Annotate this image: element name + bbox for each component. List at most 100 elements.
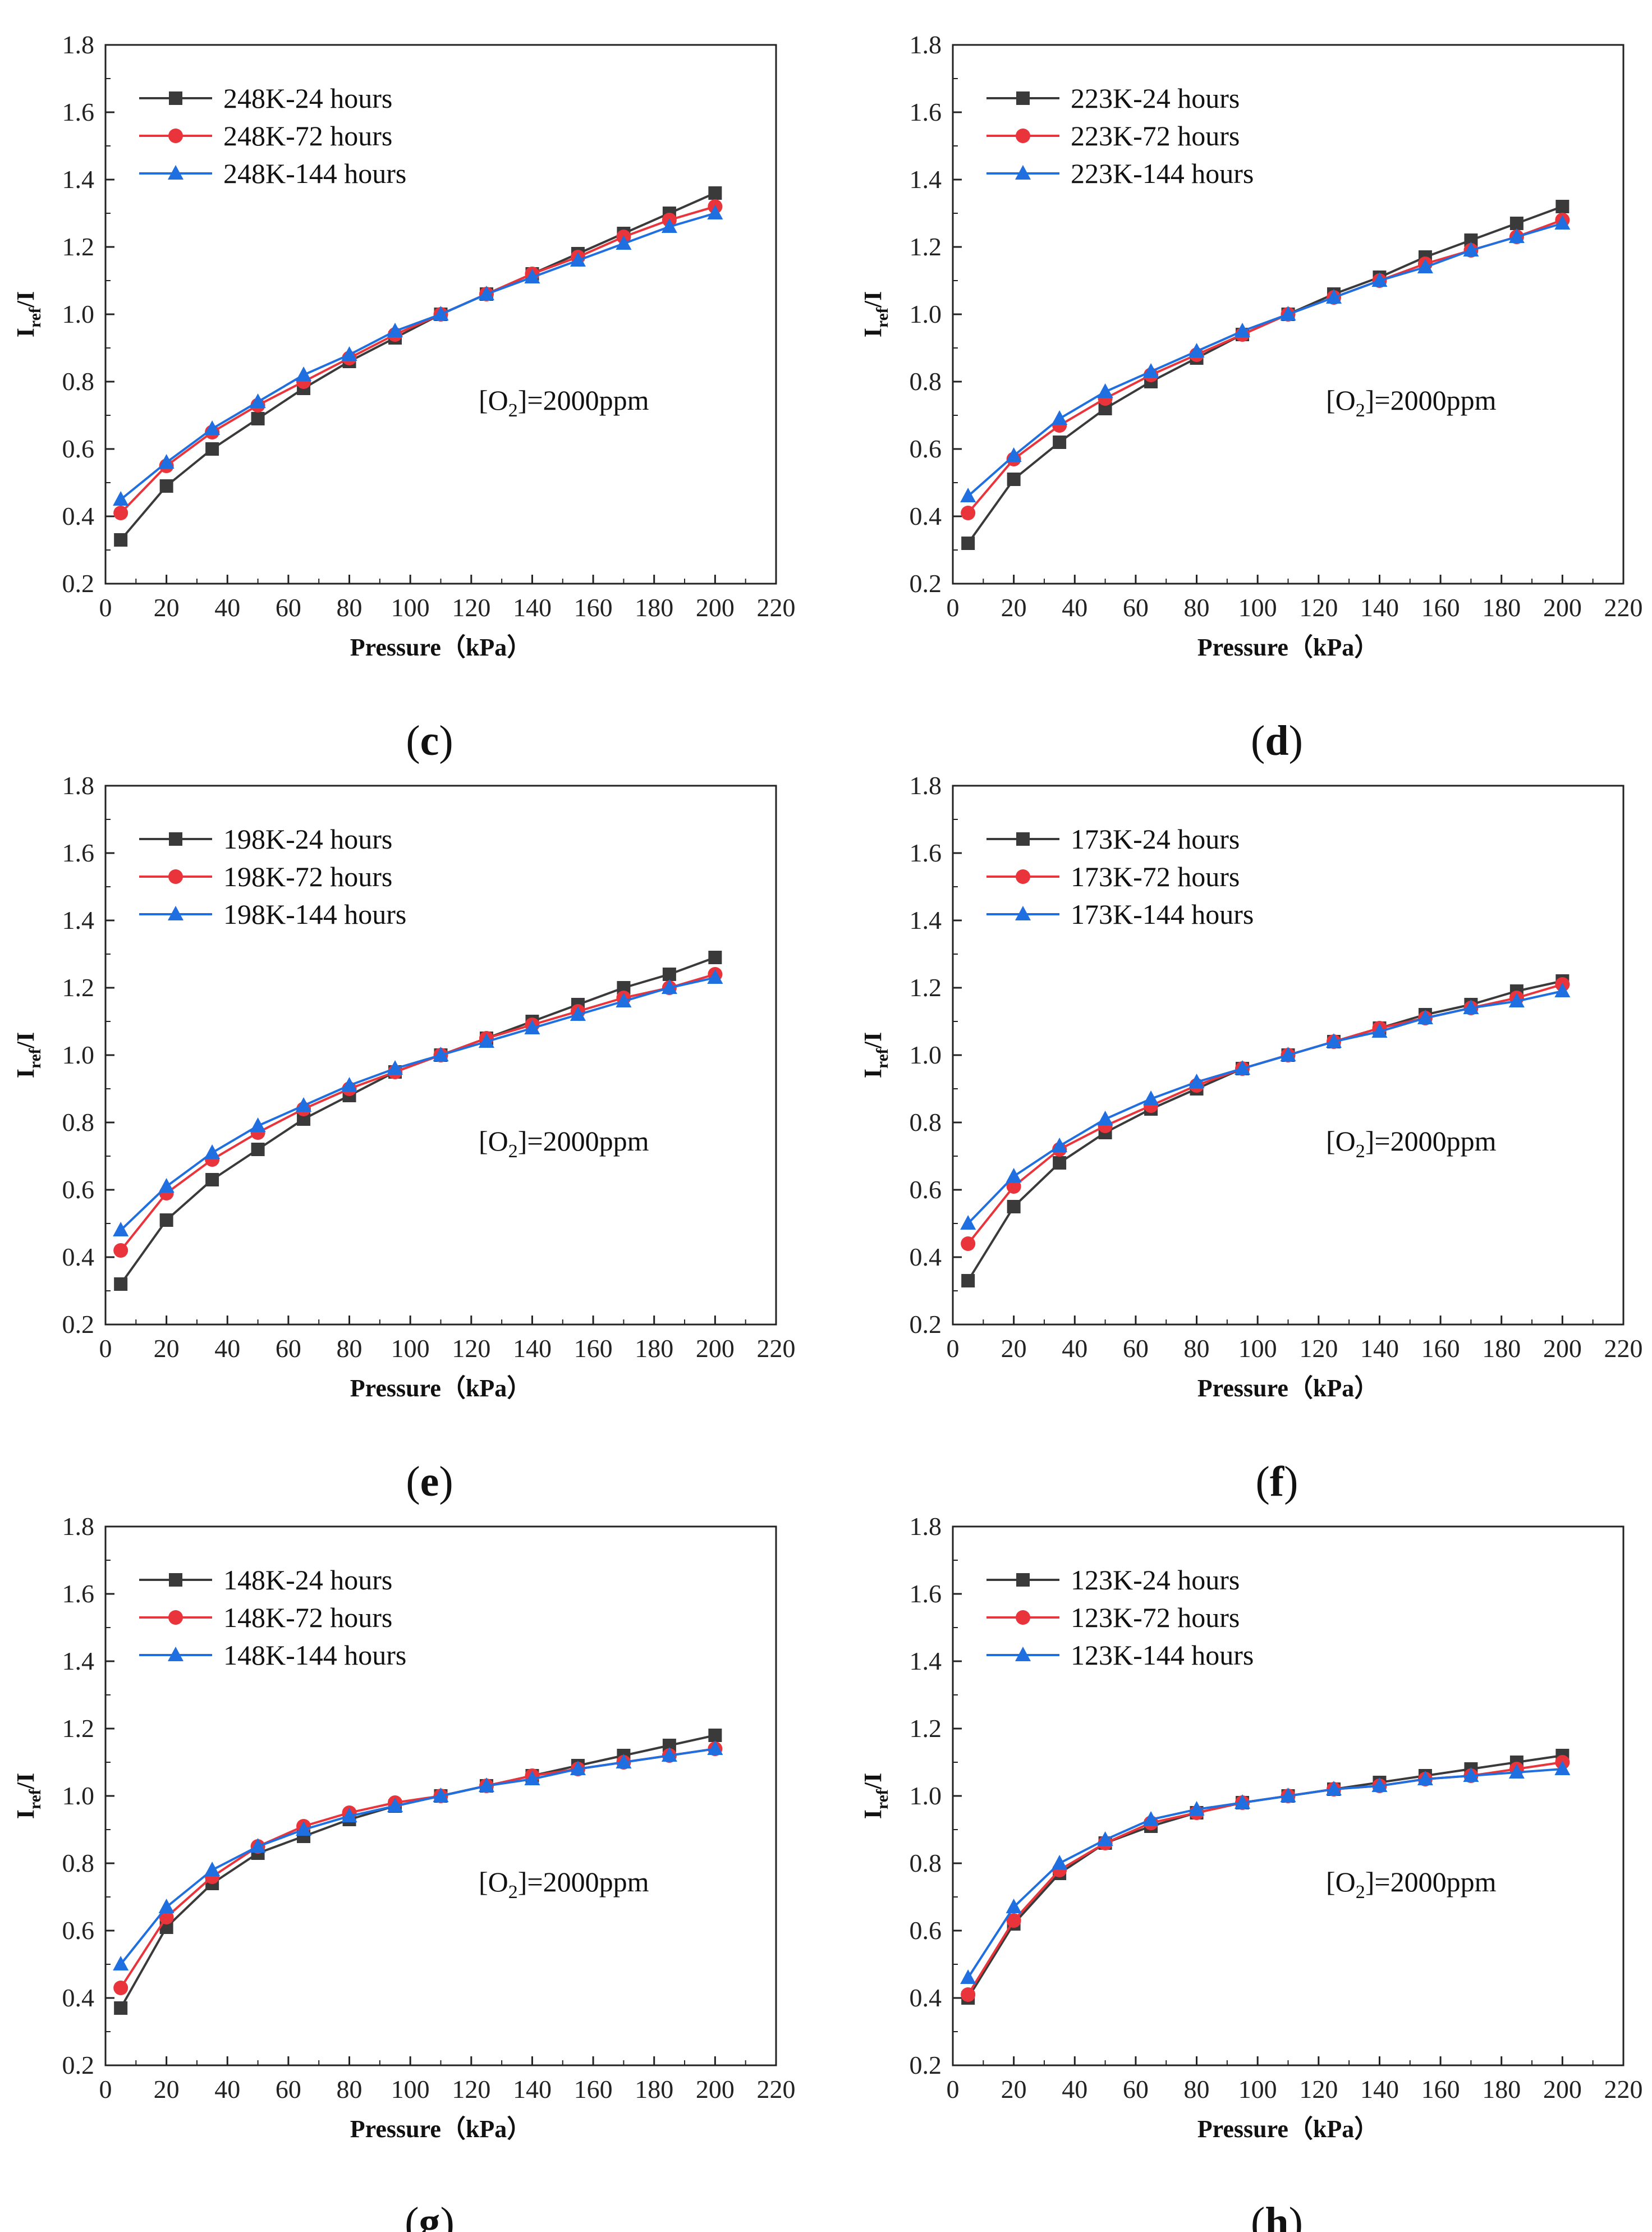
legend-marker — [1016, 1573, 1030, 1587]
y-tick-label: 1.4 — [910, 906, 942, 934]
y-tick-label: 0.6 — [910, 434, 942, 463]
legend-label: 123K-144 hours — [1071, 1639, 1254, 1671]
x-tick-label: 20 — [1001, 1334, 1027, 1363]
data-point — [1554, 983, 1571, 997]
x-tick-label: 80 — [337, 1334, 362, 1363]
data-point — [387, 1060, 403, 1075]
legend-item: 173K-144 hours — [986, 899, 1254, 930]
data-point — [1006, 1179, 1021, 1194]
data-point — [1052, 1855, 1068, 1869]
legend-label: 223K-24 hours — [1071, 83, 1240, 114]
y-tick-label: 1.6 — [910, 98, 942, 126]
series-line — [967, 222, 1563, 497]
data-point — [1280, 306, 1296, 320]
data-point — [1053, 1156, 1067, 1170]
legend-marker — [168, 1647, 183, 1661]
legend-marker — [168, 906, 183, 920]
data-point — [113, 491, 129, 506]
x-axis-title: Pressure（kPa） — [1197, 634, 1379, 661]
legend-label: 123K-72 hours — [1071, 1602, 1240, 1633]
legend-marker — [169, 1573, 182, 1587]
y-tick-label: 1.0 — [910, 1041, 942, 1069]
data-point — [387, 323, 403, 337]
y-tick-label: 1.8 — [910, 771, 942, 800]
series-line — [120, 977, 715, 1231]
data-point — [296, 1821, 312, 1836]
legend-label: 248K-72 hours — [223, 120, 392, 152]
legend-label: 198K-144 hours — [223, 899, 406, 930]
y-tick-label: 0.8 — [910, 1108, 942, 1136]
data-point — [250, 1838, 266, 1853]
data-point — [113, 1956, 129, 1970]
legend-label: 173K-24 hours — [1071, 823, 1240, 855]
data-point — [113, 1222, 129, 1236]
chart-panel-f: 0 20 40 60 80 100 120 140 160 180 200 220 0.2 0.4 0.6 0… — [859, 771, 1643, 1505]
y-tick-label: 1.6 — [62, 1579, 95, 1608]
y-axis-title: Iref/I — [12, 291, 44, 338]
data-point — [570, 252, 586, 267]
x-tick-label: 0 — [947, 1334, 960, 1363]
data-point — [250, 393, 266, 408]
annotation-post: ]=2000ppm — [1365, 384, 1497, 416]
series-0 — [114, 951, 722, 1291]
data-point — [204, 1862, 221, 1876]
y-tick-label: 1.4 — [62, 165, 95, 194]
x-tick-label: 0 — [947, 593, 960, 622]
x-tick-label: 120 — [452, 593, 490, 622]
data-point — [205, 442, 219, 456]
panel-label-open: ( — [406, 717, 420, 764]
data-point — [1235, 1060, 1251, 1075]
x-tick-label: 120 — [1299, 593, 1338, 622]
data-point — [158, 1178, 175, 1193]
chart-panel-d: 0 20 40 60 80 100 120 140 160 180 200 220 0.2 0.4 0.6 0… — [859, 30, 1643, 764]
data-point — [524, 269, 540, 283]
y-axis-title-sub: ref — [873, 307, 892, 328]
x-tick-label: 0 — [99, 1334, 112, 1363]
y-tick-label: 1.2 — [910, 1714, 942, 1743]
data-point — [478, 1033, 494, 1048]
x-tick-label: 200 — [696, 593, 735, 622]
data-point — [296, 1097, 312, 1112]
x-tick-label: 0 — [99, 593, 112, 622]
x-tick-label: 200 — [696, 1334, 735, 1363]
data-point — [113, 506, 129, 520]
x-tick-label: 140 — [513, 593, 552, 622]
y-tick-label: 1.8 — [62, 1512, 95, 1541]
x-tick-label: 220 — [1604, 593, 1643, 622]
x-tick-label: 140 — [513, 1334, 552, 1363]
x-tick-label: 80 — [1184, 2075, 1210, 2103]
data-point — [961, 1987, 976, 2002]
y-axis-title-tail: /I — [859, 291, 887, 308]
legend-marker — [168, 165, 183, 180]
annotation-sub: 2 — [508, 400, 518, 421]
data-point — [1188, 1801, 1205, 1816]
x-tick-label: 60 — [1123, 2075, 1149, 2103]
panel-label-close: ) — [1284, 1458, 1298, 1505]
data-point — [960, 1215, 976, 1230]
x-tick-label: 180 — [1482, 593, 1521, 622]
legend-marker — [1016, 1610, 1030, 1625]
y-axis-title-main: I — [12, 1069, 39, 1078]
x-axis-title: Pressure（kPa） — [1197, 1374, 1379, 1402]
x-tick-label: 120 — [452, 2075, 490, 2103]
data-point — [661, 979, 677, 994]
x-tick-label: 0 — [99, 2075, 112, 2103]
x-axis-title: Pressure（kPa） — [350, 2115, 531, 2143]
data-point — [158, 454, 175, 469]
annotation-pre: [O — [1326, 1125, 1356, 1157]
y-tick-label: 0.4 — [62, 502, 95, 530]
data-point — [661, 1747, 677, 1762]
data-point — [661, 218, 677, 233]
legend-label: 248K-24 hours — [223, 83, 392, 114]
series-2 — [113, 205, 723, 506]
y-tick-label: 0.2 — [62, 569, 95, 598]
data-point — [1417, 1771, 1433, 1785]
panel-label-letter: g — [419, 2199, 440, 2232]
y-axis-title-sub: ref — [873, 1789, 892, 1809]
x-tick-label: 100 — [1238, 1334, 1277, 1363]
y-tick-label: 0.6 — [910, 1916, 942, 1945]
x-tick-label: 220 — [757, 593, 796, 622]
y-tick-label: 1.2 — [62, 973, 95, 1002]
x-axis-title: Pressure（kPa） — [350, 634, 531, 661]
annotation-sub: 2 — [1356, 1882, 1365, 1903]
